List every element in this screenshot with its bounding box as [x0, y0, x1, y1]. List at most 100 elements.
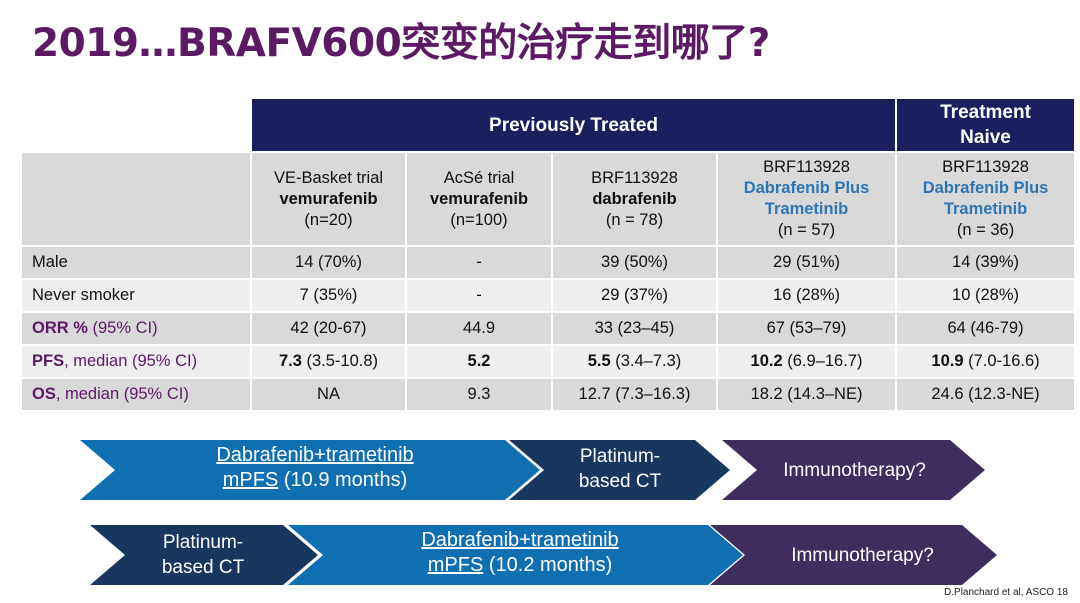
- arrow-dabrafenib-trametinib-1: [80, 440, 540, 500]
- column-header-brf-combo-treated: BRF113928 Dabrafenib Plus Trametinib (n …: [718, 153, 896, 245]
- table-cell: 5.2: [407, 346, 551, 377]
- table-cell: 67 (53–79): [718, 313, 896, 344]
- table-row-os: OS, median (95% CI) NA 9.3 12.7 (7.3–16.…: [22, 379, 1075, 410]
- arrow-platinum-2: [90, 525, 318, 585]
- flow2-immunotherapy-label: Immunotherapy?: [791, 545, 934, 566]
- arrow-dabrafenib-trametinib-2: [288, 525, 743, 585]
- flow2-dabrafenib-label: Dabrafenib+trametinib mPFS (10.2 months): [355, 528, 685, 578]
- row-label-rest: , median (95% CI): [55, 385, 189, 403]
- column-n: (n=100): [450, 210, 508, 229]
- flow2-platinum-line2: based CT: [161, 557, 245, 578]
- flow1-mpfs-value: (10.9 months): [278, 469, 408, 491]
- flow2-platinum-label: Platinum- based CT: [128, 530, 278, 580]
- table-cell: 44.9: [407, 313, 551, 344]
- table-cell: 10.2 (6.9–16.7): [718, 346, 896, 377]
- row-label: Male: [22, 247, 250, 278]
- column-trial: BRF113928: [763, 158, 850, 176]
- table-cell: 42 (20-67): [252, 313, 405, 344]
- flow2-mpfs-value: (10.2 months): [483, 554, 613, 576]
- column-header-ve-basket: VE-Basket trial vemurafenib (n=20): [252, 153, 405, 245]
- row-label-rest: , median (95% CI): [64, 352, 198, 370]
- flow1-mpfs: mPFS (10.9 months): [150, 468, 480, 493]
- column-trial: AcSé trial: [443, 168, 515, 187]
- flow2-mpfs: mPFS (10.2 months): [355, 553, 685, 578]
- table-cell: 12.7 (7.3–16.3): [553, 379, 716, 410]
- table-row-pfs: PFS, median (95% CI) 7.3 (3.5-10.8) 5.2 …: [22, 346, 1075, 377]
- column-trial: VE-Basket trial: [273, 168, 384, 187]
- table-cell: 16 (28%): [718, 280, 896, 311]
- header-previously-treated: Previously Treated: [252, 99, 896, 151]
- table-cell: 29 (37%): [553, 280, 716, 311]
- column-header-brf-combo-naive: BRF113928 Dabrafenib Plus Trametinib (n …: [897, 153, 1075, 245]
- flow2-mpfs-abbrev: mPFS: [427, 554, 484, 576]
- column-drug-2: Trametinib: [943, 200, 1028, 218]
- arrow-immunotherapy-1: [722, 440, 985, 500]
- table-cell: 29 (51%): [718, 247, 896, 278]
- cell-bold: 10.2: [750, 352, 783, 370]
- table-cell: NA: [252, 379, 405, 410]
- table-row-never-smoker: Never smoker 7 (35%) - 29 (37%) 16 (28%)…: [22, 280, 1075, 311]
- row-label-bold: OS: [32, 385, 56, 403]
- row-label: Never smoker: [22, 280, 250, 311]
- row-label-rest: (95% CI): [87, 319, 158, 337]
- column-drug: vemurafenib: [429, 189, 529, 208]
- table-row-male: Male 14 (70%) - 39 (50%) 29 (51%) 14 (39…: [22, 247, 1075, 278]
- flow1-drug-name: Dabrafenib+trametinib: [216, 444, 414, 466]
- column-header-brf-dabrafenib: BRF113928 dabrafenib (n = 78): [553, 153, 716, 245]
- flow1-immunotherapy-label: Immunotherapy?: [783, 460, 926, 481]
- row-label: ORR % (95% CI): [22, 313, 250, 344]
- table-cell: 33 (23–45): [553, 313, 716, 344]
- cell-bold: 5.5: [587, 352, 611, 370]
- treatment-naive-label: Treatment Naive: [940, 102, 1031, 148]
- column-drug: dabrafenib: [592, 189, 677, 208]
- column-trial: BRF113928: [591, 168, 678, 187]
- comparison-table: Previously Treated Treatment Naive VE-Ba…: [20, 97, 1076, 412]
- arrow-platinum-1: [509, 440, 730, 500]
- table-cell: 7 (35%): [252, 280, 405, 311]
- table-cell: 14 (70%): [252, 247, 405, 278]
- flow1-platinum-label: Platinum- based CT: [550, 444, 690, 494]
- table-cell: -: [407, 247, 551, 278]
- column-trial: BRF113928: [942, 158, 1029, 176]
- row-label-bold: ORR %: [32, 319, 88, 337]
- flow1-dabrafenib-label: Dabrafenib+trametinib mPFS (10.9 months): [150, 443, 480, 493]
- table-cell: 18.2 (14.3–NE): [718, 379, 896, 410]
- flow2-platinum-line1: Platinum-: [162, 532, 244, 553]
- column-n: (n = 78): [605, 210, 664, 229]
- table-cell: 14 (39%): [897, 247, 1075, 278]
- flow1-platinum-line1: Platinum-: [579, 446, 661, 467]
- subheader-blank-cell: [22, 153, 250, 245]
- header-blank-cell: [22, 99, 250, 151]
- row-label-bold: PFS: [32, 352, 65, 370]
- arrow-immunotherapy-2: [710, 525, 997, 585]
- column-header-acse: AcSé trial vemurafenib (n=100): [407, 153, 551, 245]
- row-label: PFS, median (95% CI): [22, 346, 250, 377]
- cell-bold: 5.2: [467, 352, 491, 370]
- table-cell: 10.9 (7.0-16.6): [897, 346, 1075, 377]
- cell-bold: 7.3: [278, 352, 302, 370]
- column-drug: vemurafenib: [279, 189, 378, 208]
- column-n: (n = 57): [777, 221, 836, 239]
- citation: D.Planchard et al, ASCO 18: [944, 587, 1068, 598]
- table-cell: 9.3: [407, 379, 551, 410]
- column-drug: Dabrafenib Plus: [922, 179, 1049, 197]
- table-cell: 64 (46-79): [897, 313, 1075, 344]
- flow1-mpfs-abbrev: mPFS: [222, 469, 279, 491]
- cell-rest: (7.0-16.6): [963, 352, 1040, 370]
- table-cell: 24.6 (12.3-NE): [897, 379, 1075, 410]
- table-cell: 7.3 (3.5-10.8): [252, 346, 405, 377]
- table-cell: 39 (50%): [553, 247, 716, 278]
- cell-rest: (6.9–16.7): [782, 352, 863, 370]
- cell-rest: (3.5-10.8): [301, 352, 379, 370]
- table-cell: -: [407, 280, 551, 311]
- header-treatment-naive: Treatment Naive: [897, 99, 1075, 151]
- slide-title: 2019…BRAFV600突变的治疗走到哪了?: [32, 21, 770, 66]
- cell-rest: (3.4–7.3): [610, 352, 682, 370]
- row-label: OS, median (95% CI): [22, 379, 250, 410]
- column-n: (n = 36): [956, 221, 1015, 239]
- flow2-drug-name: Dabrafenib+trametinib: [421, 529, 619, 551]
- table-cell: 10 (28%): [897, 280, 1075, 311]
- column-n: (n=20): [304, 210, 353, 229]
- column-drug-2: Trametinib: [764, 200, 849, 218]
